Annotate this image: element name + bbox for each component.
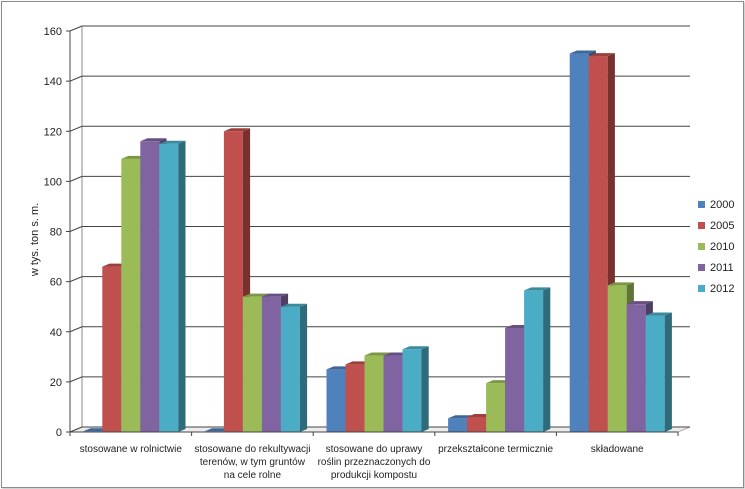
y-tick-label: 80	[50, 227, 62, 239]
category-label: terenów, w tym gruntów	[200, 457, 306, 468]
bar-front	[467, 416, 487, 432]
category-label: roślin przeznaczonych do	[318, 457, 431, 468]
bar-side	[664, 312, 672, 432]
y-axis-label: w tys. ton s. m.	[29, 203, 41, 277]
bar-front	[607, 285, 627, 432]
bar-top	[607, 282, 634, 286]
gridline-slant	[69, 426, 83, 433]
legend-swatch	[698, 264, 705, 271]
bar-side	[178, 140, 186, 432]
bar-front	[588, 56, 608, 432]
legend-label: 2011	[710, 262, 734, 274]
legend-label: 2010	[710, 241, 734, 253]
bar-top	[223, 128, 251, 132]
gridline-slant	[69, 75, 83, 82]
bar-front	[242, 296, 262, 432]
y-tick-label: 40	[50, 327, 62, 339]
category-label: stosowane w rolnictwie	[80, 444, 183, 455]
y-tick-label: 140	[44, 76, 62, 88]
bar-top	[159, 140, 186, 144]
bar-front	[626, 304, 646, 432]
bar	[159, 140, 186, 432]
bar-front	[569, 53, 589, 433]
bar-front	[645, 315, 665, 432]
bar-front	[383, 355, 403, 432]
y-tick-label: 20	[50, 377, 62, 389]
bar-top	[524, 287, 551, 291]
bar-front	[223, 131, 243, 432]
category-label: stosowane do uprawy	[326, 444, 423, 455]
bar-side	[543, 287, 551, 432]
gridline-slant	[69, 125, 83, 132]
bar-top	[626, 301, 653, 305]
gridline-slant	[69, 326, 83, 333]
bar	[280, 303, 308, 432]
bar-side	[299, 303, 308, 432]
bar-top	[280, 303, 308, 307]
bar-front	[121, 158, 141, 432]
category-label: przekształcone termicznie	[438, 444, 553, 455]
y-tick-label: 120	[44, 126, 62, 138]
bar-side	[421, 346, 429, 432]
bar-front	[261, 296, 281, 432]
legend-label: 2000	[710, 199, 734, 211]
bar-front	[102, 266, 122, 432]
legend-swatch	[698, 285, 705, 292]
legend-swatch	[698, 201, 705, 208]
bar-front	[524, 290, 544, 432]
category-label: stosowane do rekultywacji	[194, 444, 310, 455]
bar-front	[486, 383, 506, 432]
bars	[83, 50, 672, 433]
bar	[402, 346, 429, 432]
y-tick-label: 60	[50, 277, 62, 289]
bar-top	[140, 138, 167, 142]
bar-top	[402, 346, 429, 350]
bar-front	[345, 364, 365, 432]
bar-top	[242, 293, 270, 297]
axes	[66, 30, 679, 436]
gridline-slant	[69, 276, 83, 283]
bar-front	[159, 143, 179, 432]
y-tick-label: 160	[44, 26, 62, 38]
bar-front	[505, 327, 525, 432]
category-label: na cele rolne	[224, 470, 282, 481]
bar	[645, 312, 672, 432]
category-label: składowane	[591, 444, 644, 455]
legend-label: 2012	[710, 283, 734, 295]
bar-top	[645, 312, 672, 316]
bar-top	[569, 50, 596, 54]
legend: 2000 2005 2010 2011 2012	[698, 199, 734, 295]
gridline-slant	[69, 376, 83, 383]
category-label: produkcji kompostu	[331, 470, 417, 481]
bar	[524, 287, 551, 432]
bar-front	[402, 349, 422, 432]
y-tick-label: 0	[56, 427, 62, 439]
bar-front	[326, 369, 346, 432]
legend-swatch	[698, 243, 705, 250]
gridline-slant	[69, 175, 83, 182]
bar-top	[364, 352, 391, 356]
bar-top	[588, 53, 615, 57]
labels: 0 20 40 60 80 100 120 140 160 w tys. ton s. m. sto…	[29, 26, 644, 481]
gridline-slant	[69, 25, 83, 32]
legend-swatch	[698, 222, 705, 229]
gridline-slant	[69, 226, 83, 232]
bar-front	[140, 141, 160, 432]
bar-front	[448, 418, 468, 432]
y-tick-label: 100	[44, 176, 62, 188]
bar-front	[364, 355, 384, 432]
legend-label: 2005	[710, 220, 734, 232]
bar-front	[280, 306, 300, 432]
bar-top	[261, 293, 289, 297]
